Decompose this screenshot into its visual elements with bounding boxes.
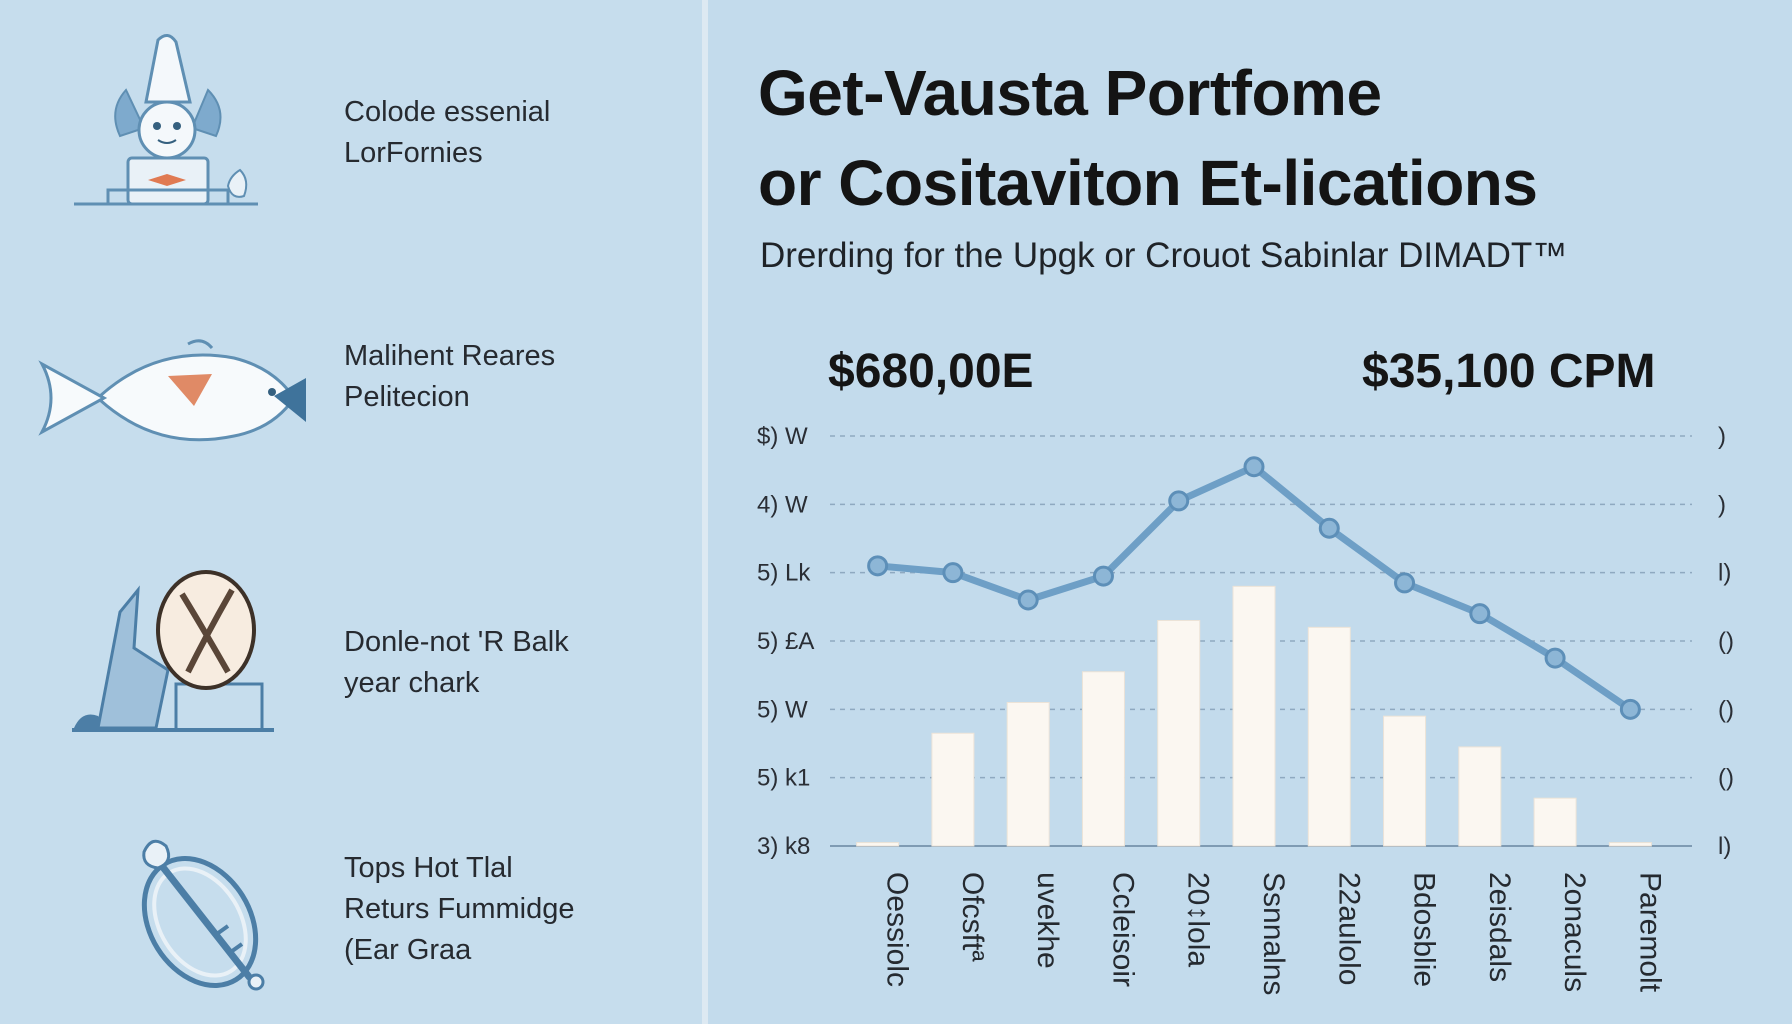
highlight-left-value: $680,00E (828, 345, 1034, 398)
bar (1608, 842, 1652, 847)
bar (1081, 671, 1125, 847)
feature-1-line-1: Colode essenial (344, 96, 551, 128)
x-category-label: uvekhe (1031, 872, 1064, 969)
bar (856, 842, 900, 847)
page-subtitle: Drerding for the Upgk or Crouot Sabinlar… (760, 236, 1568, 275)
highlight-right-value: $35,100 CPM (1362, 345, 1656, 398)
title-line-2: or Cositaviton Et-lications (758, 147, 1538, 219)
y-tick-label-right: () (1718, 696, 1734, 723)
feature-1-line-2: LorFornies (344, 137, 483, 169)
y-tick-label: 5) £A (757, 628, 814, 655)
page-title: Get-Vausta Portfome or Cositaviton Et-li… (758, 48, 1768, 228)
feature-item-2: Malihent Reares Pelitecion (344, 336, 555, 418)
y-tick-label: 5) W (757, 696, 808, 723)
bar (1383, 715, 1427, 847)
line-point (942, 562, 964, 584)
feature-4-line-1: Tops Hot Tlal (344, 852, 513, 884)
feature-3-line-2: year chark (344, 667, 480, 699)
x-category-label: 20↕lola (1182, 872, 1215, 967)
bar (1458, 746, 1502, 847)
fish-icon (38, 336, 312, 460)
balk-sign-icon (68, 560, 278, 736)
line-point (1243, 456, 1265, 478)
bar (1006, 702, 1050, 847)
y-tick-label: 5) Lk (757, 560, 811, 587)
x-category-label: 22aulolo (1332, 872, 1365, 985)
chart-bars (856, 585, 1652, 847)
bar (1157, 620, 1201, 847)
chart-y-ticks: $) W) 4) W) 5) Lk l) 5) £A () 5) W () 5) k1 () 3) … (757, 423, 1734, 860)
y-tick-label-right: ) (1718, 423, 1726, 450)
y-tick-label-right: () (1718, 628, 1734, 655)
feature-item-3: Donle-not 'R Balk year chark (344, 622, 569, 704)
x-category-label: 2onaculs (1558, 872, 1591, 992)
chart-panel (708, 0, 1792, 1024)
chart-line (867, 456, 1641, 720)
line-point (1469, 603, 1491, 625)
y-tick-label-right: l) (1718, 833, 1731, 860)
features-panel (0, 0, 702, 1024)
line-point (1544, 647, 1566, 669)
feature-3-line-1: Donle-not 'R Balk (344, 626, 569, 658)
title-line-1: Get-Vausta Portfome (758, 57, 1382, 129)
x-category-label: Oessiolc (881, 872, 914, 987)
chart-x-categories: Oessiolc Ofcsftª uvekhe Ccleisoir 20↕lola Ssn… (881, 872, 1667, 995)
line-point (1394, 572, 1416, 594)
feature-2-line-2: Pelitecion (344, 381, 470, 413)
y-tick-label: $) W (757, 423, 808, 450)
x-category-label: Bdosblie (1408, 872, 1441, 987)
y-tick-label-right: () (1718, 765, 1734, 792)
bar (1232, 585, 1276, 847)
feature-4-line-3: (Ear Graa (344, 934, 472, 966)
feature-item-1: Colode essenial LorFornies (344, 92, 550, 174)
line-point (1318, 517, 1340, 539)
line-point (1619, 698, 1641, 720)
bar (1307, 626, 1351, 847)
x-category-label: 2eisdals (1483, 872, 1516, 982)
ring-key-icon (118, 826, 282, 996)
gnome-figure-icon (68, 30, 268, 210)
x-category-label: Ccleisoir (1106, 872, 1139, 987)
line-point (1017, 589, 1039, 611)
line-point (867, 555, 889, 577)
feature-4-line-2: Returs Fummidge (344, 893, 575, 925)
feature-item-4: Tops Hot Tlal Returs Fummidge (Ear Graa (344, 848, 574, 971)
y-tick-label-right: l) (1718, 560, 1731, 587)
bar (1533, 797, 1577, 847)
line-point (1092, 565, 1114, 587)
bar (931, 732, 975, 847)
feature-2-line-1: Malihent Reares (344, 340, 556, 372)
y-tick-label-right: ) (1718, 491, 1726, 518)
y-tick-label: 4) W (757, 491, 808, 518)
x-category-label: Ssnnalns (1257, 872, 1290, 995)
y-tick-label: 3) k8 (757, 833, 810, 860)
line-point (1168, 490, 1190, 512)
panel-divider (702, 0, 708, 1024)
x-category-label: Ofcsftª (956, 872, 989, 962)
x-category-label: Paremolt (1633, 872, 1666, 993)
y-tick-label: 5) k1 (757, 765, 810, 792)
